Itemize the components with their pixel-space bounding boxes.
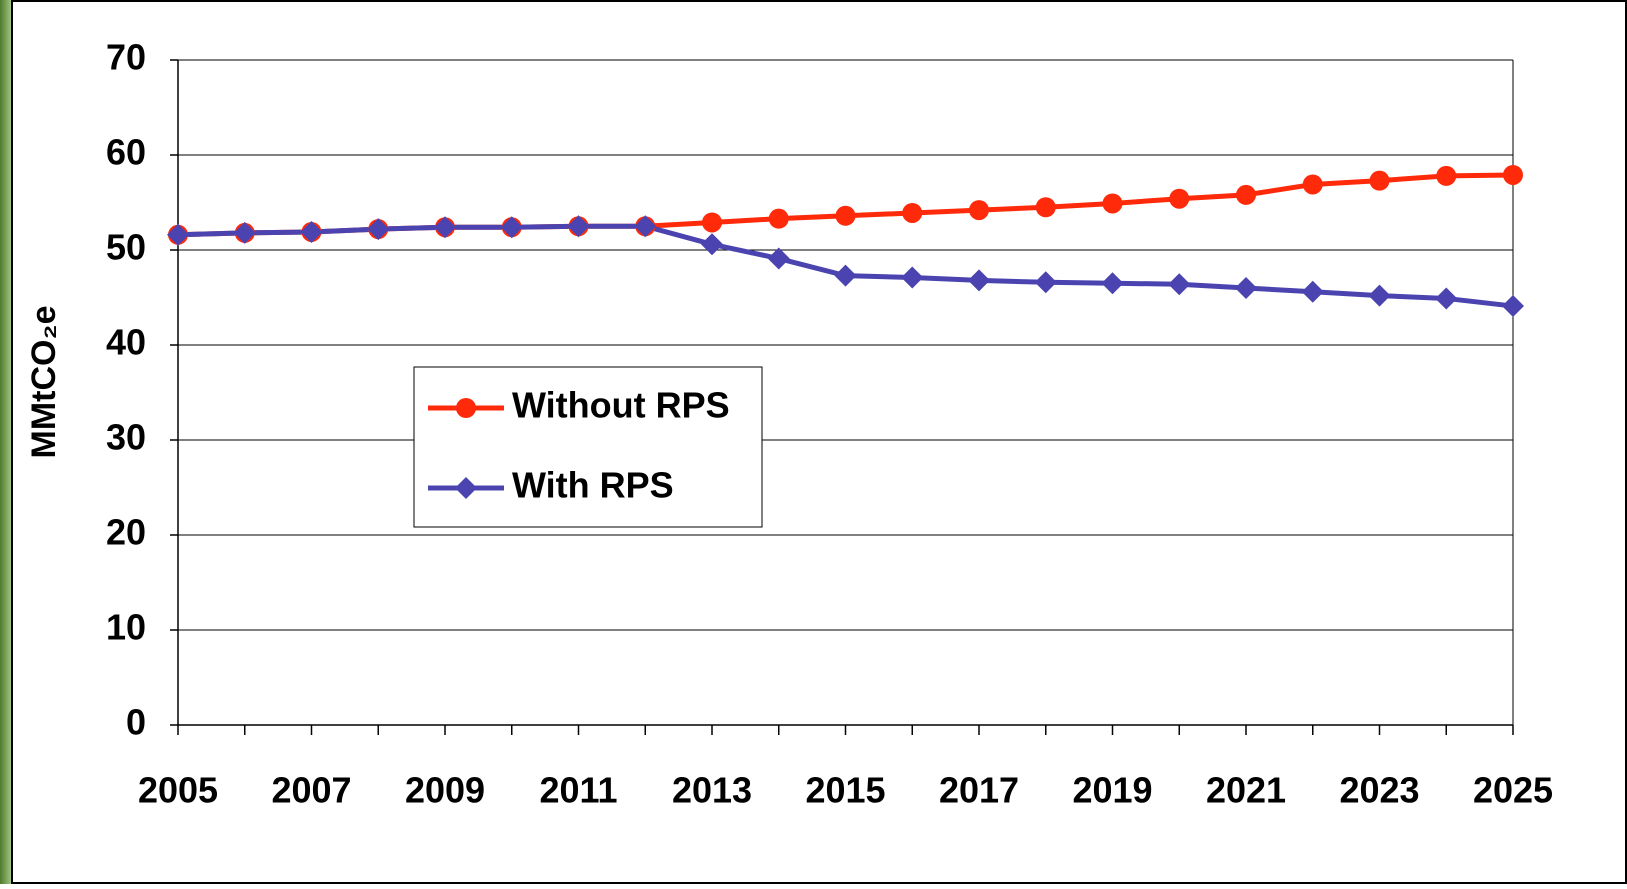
point xyxy=(1169,188,1190,209)
y-tick-label: 10 xyxy=(106,607,146,648)
point xyxy=(367,218,390,241)
x-tick-label: 2005 xyxy=(138,770,218,811)
point xyxy=(300,220,323,243)
point xyxy=(167,223,189,246)
x-tick-label: 2011 xyxy=(539,770,617,811)
point xyxy=(701,233,723,256)
point xyxy=(901,266,924,289)
x-tick-label: 2025 xyxy=(1473,770,1553,811)
y-tick-label: 50 xyxy=(106,227,146,268)
y-tick-label: 70 xyxy=(106,37,146,78)
point xyxy=(1502,295,1524,318)
legend-marker xyxy=(455,477,477,499)
point xyxy=(1168,273,1191,296)
x-tick-label: 2009 xyxy=(405,770,485,811)
point xyxy=(1301,280,1324,303)
y-tick-label: 40 xyxy=(106,322,146,363)
point xyxy=(1503,164,1523,185)
x-tick-label: 2015 xyxy=(805,770,885,811)
point xyxy=(834,264,857,287)
y-tick-label: 60 xyxy=(106,132,146,173)
point xyxy=(1436,165,1457,186)
x-tick-label: 2013 xyxy=(672,770,752,811)
x-tick-label: 2023 xyxy=(1339,770,1419,811)
point xyxy=(767,247,790,270)
point xyxy=(500,216,523,239)
x-tick-label: 2021 xyxy=(1206,770,1286,811)
panel xyxy=(11,0,1627,884)
y-axis-label: MMtCO₂e xyxy=(25,306,63,459)
point xyxy=(1235,277,1257,299)
point xyxy=(1368,284,1391,307)
point xyxy=(434,216,456,239)
point xyxy=(835,205,856,226)
legend-label: Without RPS xyxy=(512,385,730,426)
legend-label: With RPS xyxy=(512,465,674,506)
side-strip xyxy=(0,0,12,884)
point xyxy=(567,215,590,238)
point xyxy=(1102,193,1123,214)
y-tick-label: 0 xyxy=(126,702,146,743)
point xyxy=(968,269,990,292)
point xyxy=(902,202,923,223)
y-tick-label: 30 xyxy=(106,417,146,458)
x-tick-label: 2017 xyxy=(939,770,1019,811)
point xyxy=(1035,197,1056,218)
point xyxy=(969,200,989,221)
point xyxy=(768,208,789,229)
point xyxy=(233,221,256,244)
x-tick-label: 2007 xyxy=(271,770,351,811)
point xyxy=(702,212,722,233)
point xyxy=(1302,174,1323,195)
point xyxy=(1034,271,1057,294)
point xyxy=(1369,170,1390,191)
legend xyxy=(413,366,763,528)
legend-marker xyxy=(456,398,476,418)
point xyxy=(1236,184,1256,205)
point xyxy=(634,215,657,238)
x-tick-label: 2019 xyxy=(1072,770,1152,811)
y-tick-label: 20 xyxy=(106,512,146,553)
point xyxy=(1101,272,1124,295)
point xyxy=(1435,287,1458,310)
